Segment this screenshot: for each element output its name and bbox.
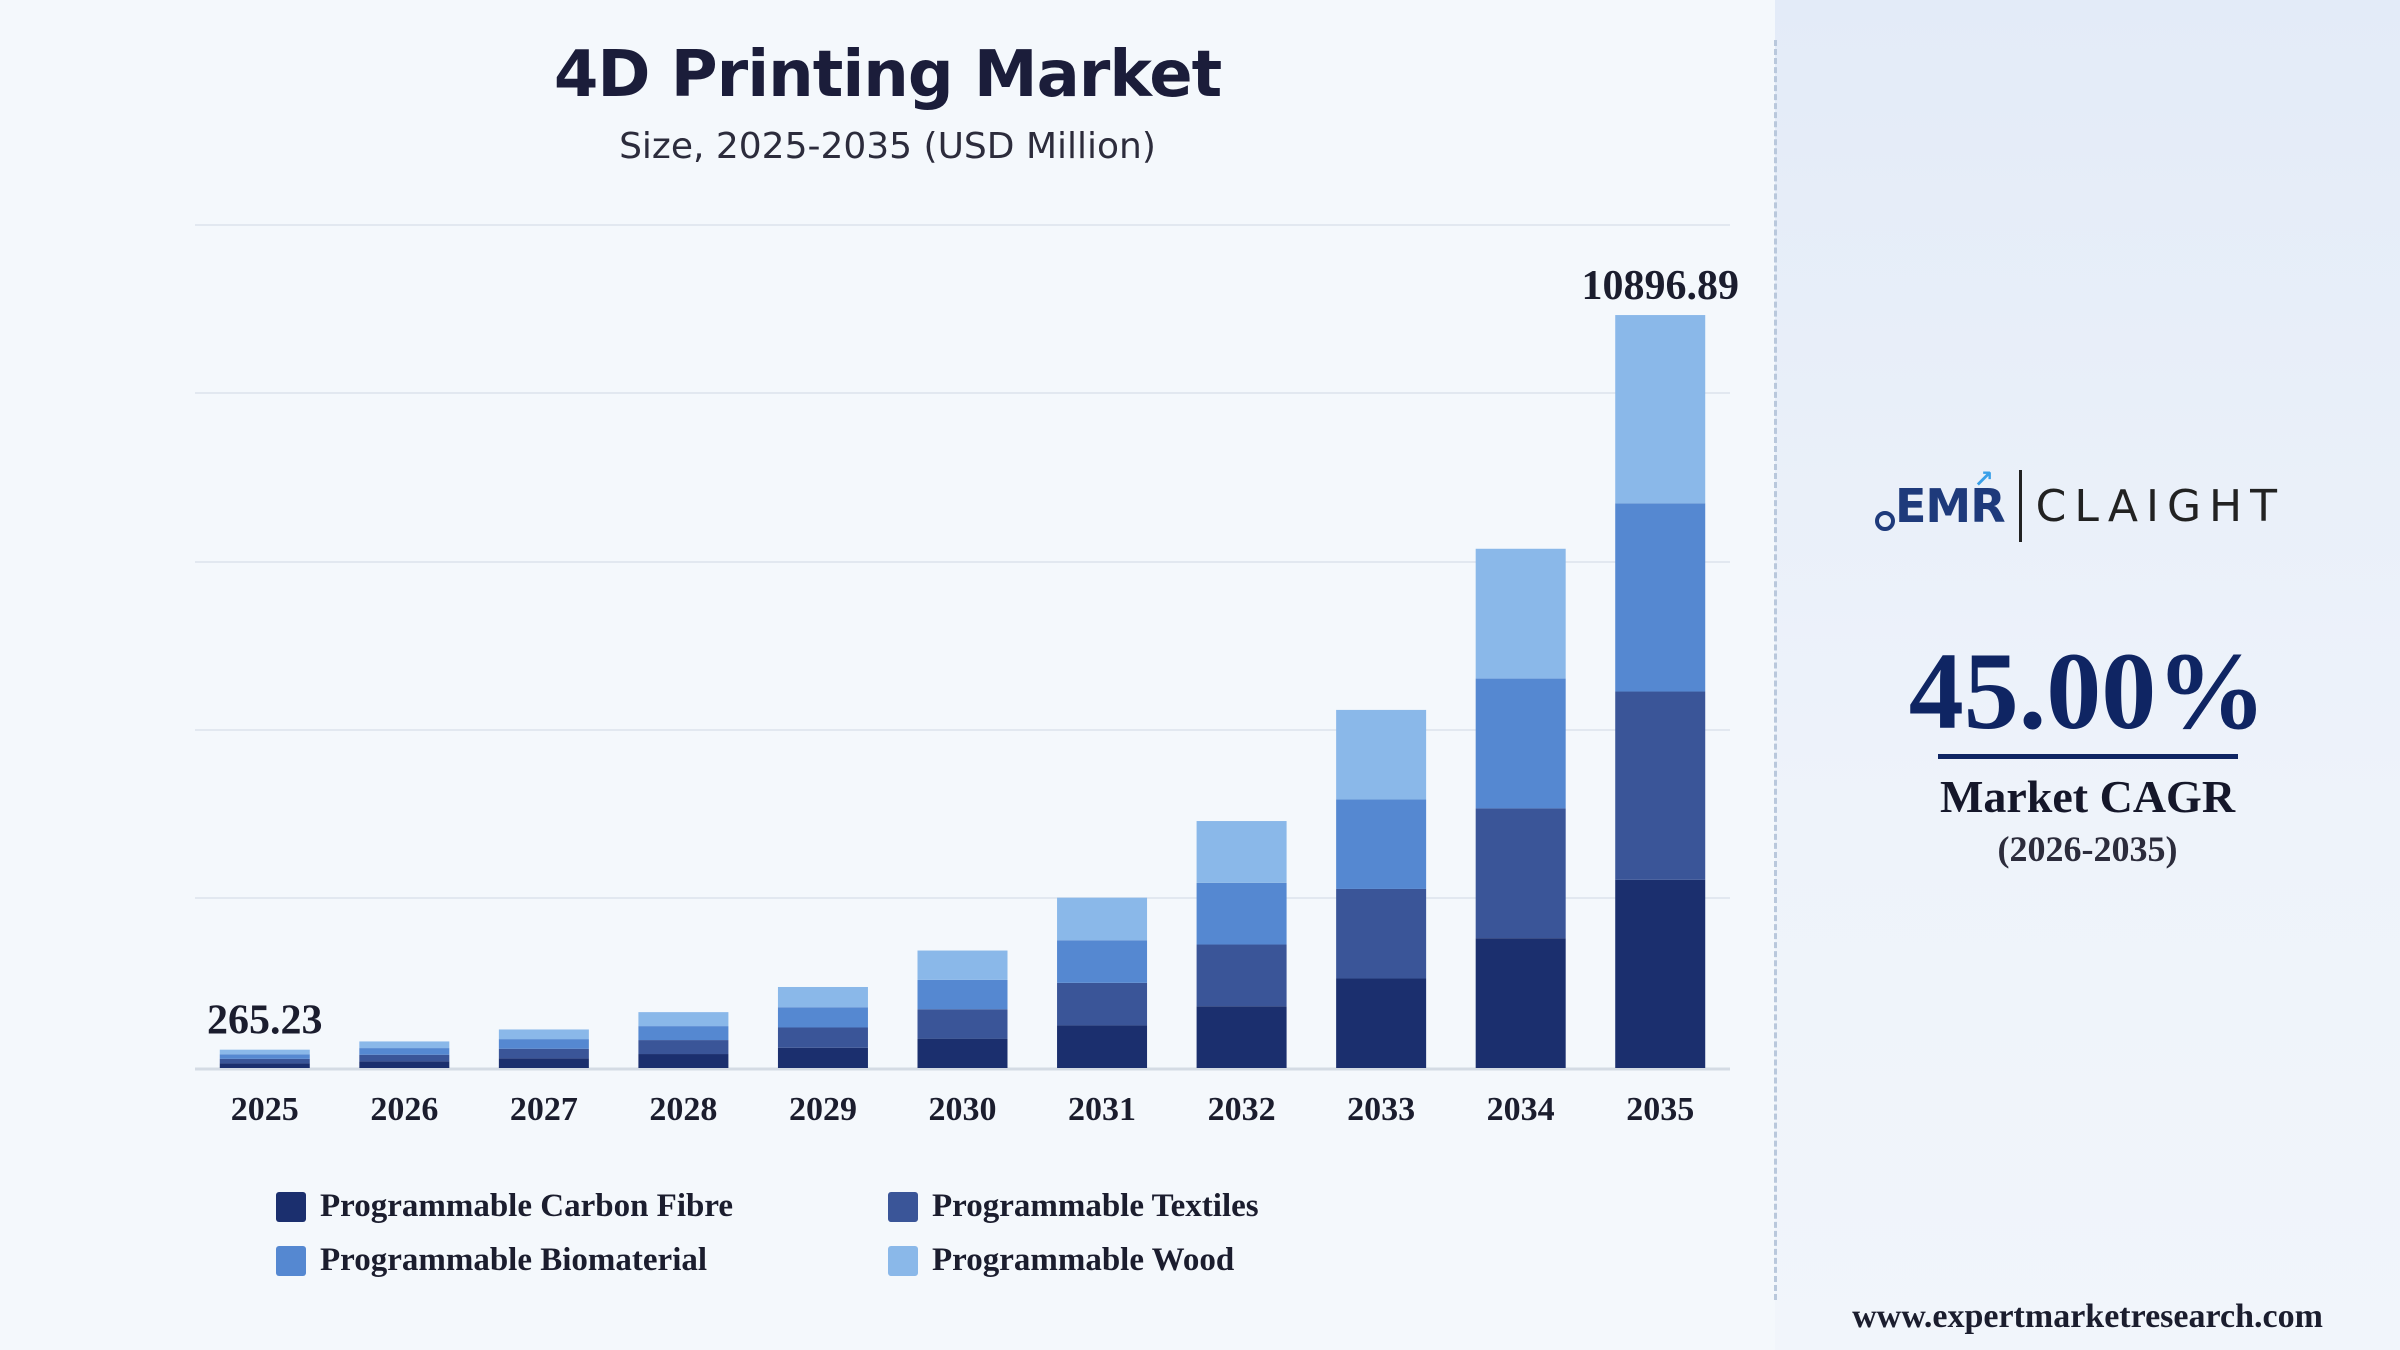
logo-dot-icon (1875, 511, 1895, 531)
bar-segment (219, 1063, 310, 1068)
panel-divider (1774, 40, 1777, 1300)
bar-segment (638, 1026, 729, 1041)
bar-segment (1336, 709, 1427, 800)
bar-segment (498, 1039, 589, 1049)
bar-segment (777, 1007, 868, 1028)
bar-segment (917, 1009, 1008, 1039)
bar-segment (219, 1054, 310, 1059)
bar-segment (219, 1058, 310, 1064)
logo-emr: ↗ EMR (1875, 465, 2006, 533)
x-tick-label: 2026 (370, 1091, 438, 1128)
x-tick-label: 2030 (929, 1091, 997, 1128)
legend-item-textiles: Programmable Textiles (888, 1188, 1259, 1225)
x-tick-label: 2032 (1208, 1091, 1276, 1128)
x-tick-label: 2035 (1626, 1091, 1694, 1128)
x-tick-label: 2029 (789, 1091, 857, 1128)
bar-segment (1615, 879, 1706, 1068)
bar-segment (359, 1061, 450, 1068)
legend-swatch (276, 1245, 306, 1276)
bar-segment (1615, 503, 1706, 692)
cagr-label: Market CAGR (1939, 771, 2236, 822)
cagr-value: 45.00% (1908, 630, 2267, 752)
bar-segment (498, 1048, 589, 1059)
x-tick-label: 2033 (1347, 1091, 1415, 1128)
x-tick-label: 2027 (510, 1091, 578, 1128)
bar-segment (1475, 548, 1566, 679)
bar-segment (638, 1012, 729, 1027)
legend-label: Programmable Wood (932, 1242, 1235, 1278)
legend-label: Programmable Textiles (932, 1188, 1259, 1224)
bar-segment (1475, 938, 1566, 1068)
bar-segment (1475, 808, 1566, 939)
x-tick-label: 2031 (1068, 1091, 1136, 1128)
bar-segment (219, 1049, 310, 1055)
bar-segment (1196, 821, 1287, 883)
bar-segment (917, 979, 1008, 1010)
x-tick-label: 2034 (1487, 1091, 1555, 1128)
bar-segment (917, 1038, 1008, 1068)
bar-segment (1615, 315, 1706, 504)
logo-arrow-icon: ↗ (1973, 465, 1994, 493)
bar-total-label: 10896.89 (1581, 263, 1739, 309)
bar-segment (498, 1029, 589, 1040)
bar-segment (1196, 882, 1287, 945)
bar-segment (1057, 940, 1148, 983)
legend-item-biomaterial: Programmable Biomaterial (276, 1242, 707, 1279)
bar-segment (1057, 982, 1148, 1026)
cagr-period: (2026-2035) (1997, 829, 2178, 869)
bar-total-label: 265.23 (207, 998, 323, 1044)
bar-segment (1336, 799, 1427, 889)
emr-claight-logo: ↗ EMR CLAIGHT (1875, 465, 2286, 542)
legend-label: Programmable Carbon Fibre (320, 1188, 734, 1224)
bar-segment (777, 1047, 868, 1068)
bar-segment (1336, 978, 1427, 1068)
bar-segment (777, 1027, 868, 1048)
legend-label: Programmable Biomaterial (320, 1242, 708, 1278)
legend-swatch (888, 1245, 918, 1276)
bar-segment (359, 1041, 450, 1049)
bar-segment (638, 1040, 729, 1055)
bar-segment (1336, 888, 1427, 979)
bar-segment (1057, 897, 1148, 941)
legend-item-wood: Programmable Wood (888, 1242, 1234, 1279)
x-tick-label: 2028 (649, 1091, 717, 1128)
bar-segment (1196, 1006, 1287, 1068)
bar-segment (498, 1058, 589, 1068)
bar-segment (1057, 1025, 1148, 1068)
bar-segment (1196, 944, 1287, 1007)
legend-swatch (276, 1191, 306, 1222)
chart-subtitle: Size, 2025-2035 (USD Million) (619, 126, 1156, 167)
legend-swatch (888, 1191, 918, 1222)
chart-title: 4D Printing Market (553, 38, 1222, 112)
stacked-bar-chart: 2025 2026 2027 2028 2029 2030 2031 2032 2033 2034… (195, 224, 1739, 1128)
legend-item-carbon-fibre: Programmable Carbon Fibre (276, 1188, 733, 1225)
cagr-underline (1938, 754, 2238, 759)
bar-segment (359, 1054, 450, 1062)
bar-segment (638, 1054, 729, 1068)
side-panel (1775, 0, 2400, 1350)
bar-segment (917, 950, 1008, 980)
logo-claight: CLAIGHT (2035, 480, 2286, 532)
logo-separator (2018, 470, 2022, 542)
x-tick-label: 2025 (231, 1091, 299, 1128)
bar-segment (1475, 678, 1566, 809)
logo-emr-text: EMR (1895, 479, 2006, 533)
website-url: www.expertmarketresearch.com (1852, 1298, 2323, 1335)
bar-segment (777, 986, 868, 1008)
bar-segment (1615, 691, 1706, 880)
bar-segment (359, 1048, 450, 1055)
